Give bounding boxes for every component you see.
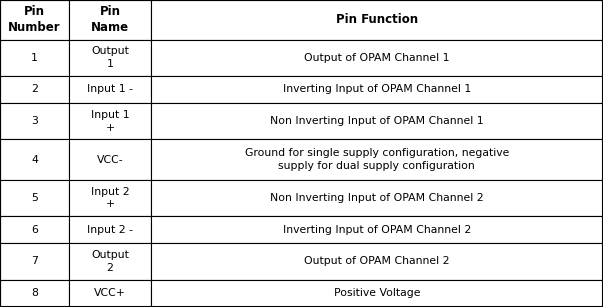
Text: 5: 5: [31, 193, 38, 203]
Text: Pin
Name: Pin Name: [91, 5, 129, 34]
Bar: [0, 76, 69, 103]
Text: Ground for single supply configuration, negative
supply for dual supply configur: Ground for single supply configuration, …: [245, 148, 509, 171]
Text: Pin Function: Pin Function: [336, 13, 418, 26]
Text: Output of OPAM Channel 2: Output of OPAM Channel 2: [304, 256, 450, 266]
Text: 4: 4: [31, 154, 38, 165]
Text: Output
2: Output 2: [91, 250, 129, 273]
Bar: [151, 279, 603, 307]
Text: Non Inverting Input of OPAM Channel 1: Non Inverting Input of OPAM Channel 1: [270, 116, 484, 126]
Text: 8: 8: [31, 288, 38, 298]
Text: Output
1: Output 1: [91, 46, 129, 69]
Bar: [69, 243, 151, 279]
Text: Pin
Number: Pin Number: [8, 5, 61, 34]
Text: Input 2
+: Input 2 +: [90, 187, 130, 209]
Bar: [151, 180, 603, 216]
Bar: [69, 0, 151, 40]
Bar: [69, 139, 151, 180]
Text: 1: 1: [31, 52, 38, 63]
Bar: [0, 279, 69, 307]
Bar: [151, 103, 603, 139]
Text: Inverting Input of OPAM Channel 1: Inverting Input of OPAM Channel 1: [283, 84, 471, 95]
Text: 7: 7: [31, 256, 38, 266]
Bar: [0, 180, 69, 216]
Bar: [69, 279, 151, 307]
Bar: [69, 40, 151, 76]
Text: 6: 6: [31, 225, 38, 235]
Bar: [0, 40, 69, 76]
Bar: [69, 103, 151, 139]
Text: VCC+: VCC+: [94, 288, 126, 298]
Bar: [0, 243, 69, 279]
Bar: [151, 243, 603, 279]
Text: Non Inverting Input of OPAM Channel 2: Non Inverting Input of OPAM Channel 2: [270, 193, 484, 203]
Text: Positive Voltage: Positive Voltage: [333, 288, 420, 298]
Bar: [151, 0, 603, 40]
Text: Input 1
+: Input 1 +: [90, 110, 130, 133]
Text: Inverting Input of OPAM Channel 2: Inverting Input of OPAM Channel 2: [283, 225, 471, 235]
Bar: [151, 76, 603, 103]
Bar: [0, 216, 69, 243]
Text: Input 1 -: Input 1 -: [87, 84, 133, 95]
Bar: [151, 216, 603, 243]
Text: Input 2 -: Input 2 -: [87, 225, 133, 235]
Bar: [151, 40, 603, 76]
Bar: [69, 180, 151, 216]
Bar: [151, 139, 603, 180]
Bar: [0, 103, 69, 139]
Text: 2: 2: [31, 84, 38, 95]
Bar: [0, 139, 69, 180]
Bar: [69, 76, 151, 103]
Bar: [0, 0, 69, 40]
Text: Output of OPAM Channel 1: Output of OPAM Channel 1: [304, 52, 450, 63]
Text: VCC-: VCC-: [96, 154, 124, 165]
Text: 3: 3: [31, 116, 38, 126]
Bar: [69, 216, 151, 243]
